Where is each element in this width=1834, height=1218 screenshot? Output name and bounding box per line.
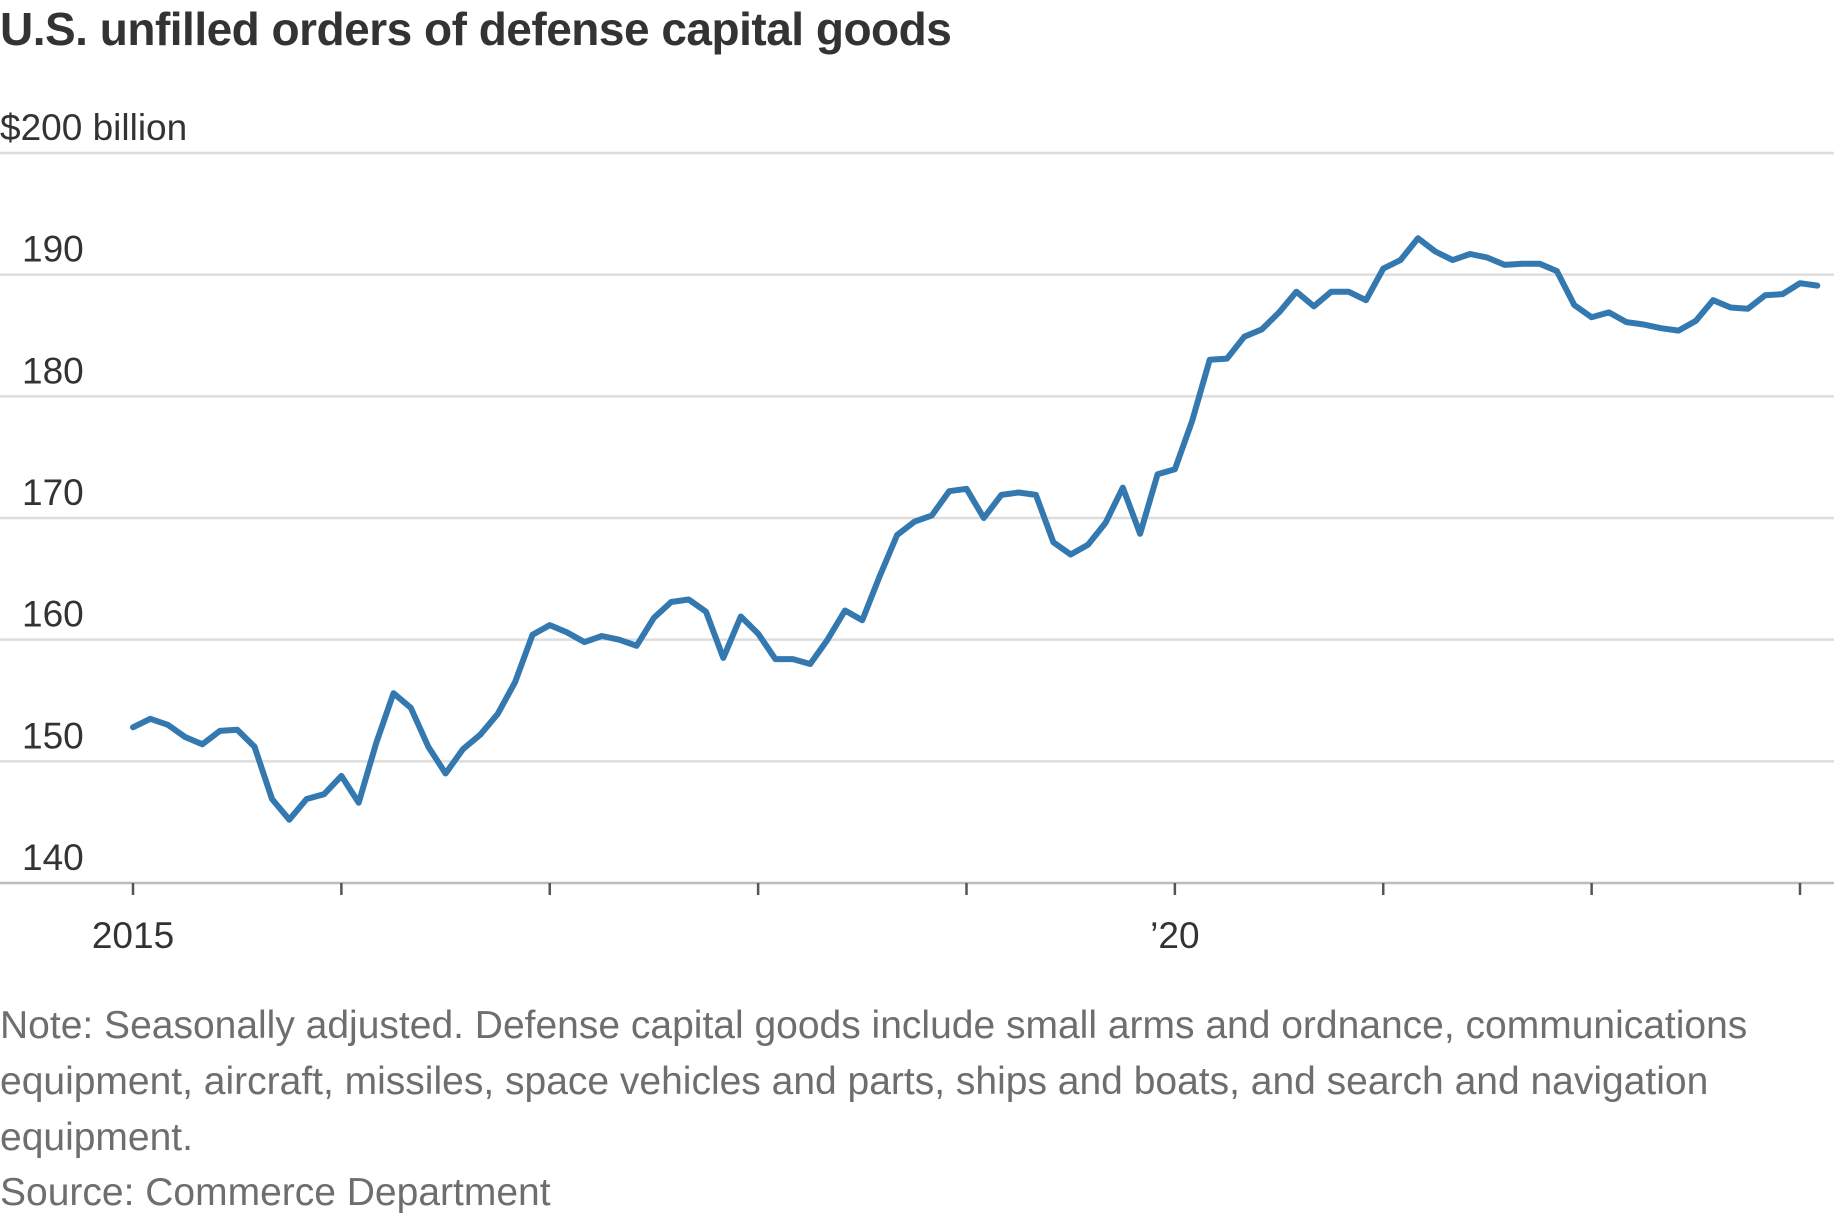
x-axis-labels: 2015 ’20 (92, 915, 1200, 956)
chart-title: U.S. unfilled orders of defense capital … (0, 3, 952, 55)
y-tick-label: 190 (22, 229, 84, 270)
x-axis (131, 883, 1802, 895)
series-line (130, 235, 1821, 823)
y-tick-label: 150 (22, 715, 84, 756)
y-tick-label: 180 (22, 350, 84, 391)
chart-note: Note: Seasonally adjusted. Defense capit… (0, 1004, 1748, 1159)
series-group (130, 235, 1821, 823)
line-chart: 140 150 160 170 180 190 $200 billion 2015 ’20 (0, 107, 1834, 956)
y-tick-label: 160 (22, 594, 84, 635)
x-tick-label: 2015 (92, 915, 174, 956)
y-axis-labels: 140 150 160 170 180 190 $200 billion (0, 107, 187, 878)
chart-source: Source: Commerce Department (0, 1171, 551, 1214)
x-tick-label: ’20 (1150, 915, 1199, 956)
gridlines (0, 151, 1834, 885)
y-tick-label: 170 (22, 472, 84, 513)
y-axis-unit-label: $200 billion (0, 107, 187, 148)
y-tick-label: 140 (22, 837, 84, 878)
